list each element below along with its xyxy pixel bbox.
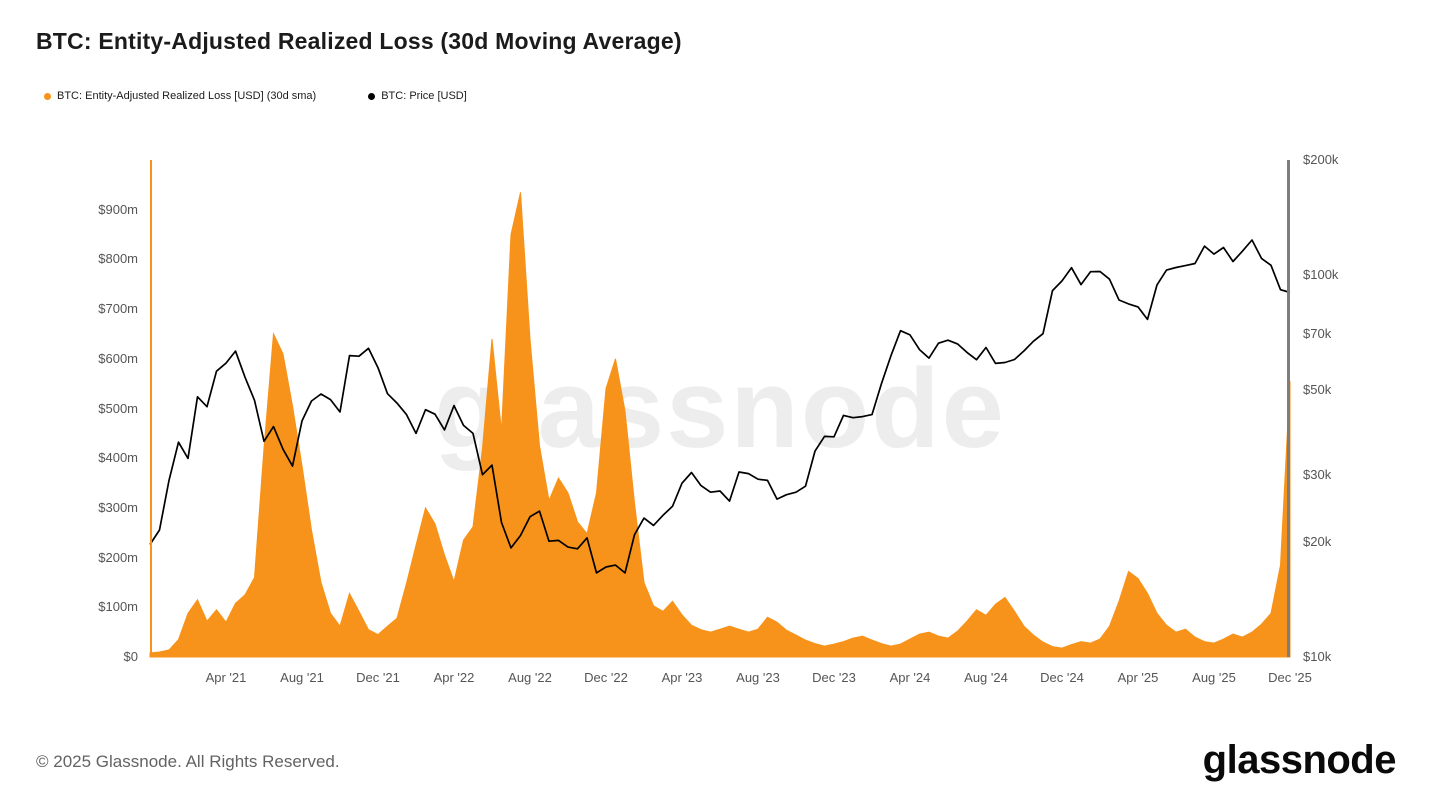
x-tick-52: Apr '25 [1117, 670, 1159, 685]
left-tick-900: $900m [98, 201, 138, 217]
left-tick-500: $500m [98, 400, 138, 416]
right-tick-10000: $10k [1303, 649, 1332, 664]
chart-title: BTC: Entity-Adjusted Realized Loss (30d … [36, 28, 682, 54]
x-tick-36: Dec '23 [812, 670, 856, 685]
x-tick-32: Aug '23 [736, 670, 780, 685]
x-tick-60: Dec '25 [1268, 670, 1312, 685]
left-tick-800: $800m [98, 251, 138, 267]
x-tick-28: Apr '23 [661, 670, 703, 685]
left-tick-700: $700m [98, 301, 138, 317]
chart-legend: BTC: Entity-Adjusted Realized Loss [USD]… [44, 90, 519, 102]
left-tick-400: $400m [98, 450, 138, 466]
x-tick-48: Dec '24 [1040, 670, 1084, 685]
copyright-text: © 2025 Glassnode. All Rights Reserved. [36, 752, 340, 771]
x-tick-16: Apr '22 [433, 670, 475, 685]
price-line-series [149, 239, 1291, 574]
x-tick-56: Aug '25 [1192, 670, 1236, 685]
right-tick-200000: $200k [1303, 152, 1339, 167]
chart-plot-area[interactable] [149, 160, 1291, 658]
x-tick-20: Aug '22 [508, 670, 552, 685]
x-tick-12: Dec '21 [356, 670, 400, 685]
left-tick-300: $300m [98, 499, 138, 515]
x-tick-44: Aug '24 [964, 670, 1008, 685]
loss-area-series [149, 192, 1291, 658]
x-tick-4: Apr '21 [205, 670, 247, 685]
left-tick-0: $0 [123, 649, 138, 664]
glassnode-logo: glassnode [1202, 738, 1397, 782]
right-tick-50000: $50k [1303, 381, 1332, 397]
legend-dot-icon [44, 92, 51, 100]
left-tick-200: $200m [98, 549, 138, 565]
legend-label: BTC: Entity-Adjusted Realized Loss [USD]… [57, 90, 317, 102]
legend-item-price[interactable]: BTC: Price [USD] [368, 90, 467, 102]
legend-label: BTC: Price [USD] [381, 90, 467, 102]
x-tick-8: Aug '21 [280, 670, 324, 685]
left-tick-100: $100m [98, 599, 138, 615]
right-tick-20000: $20k [1303, 534, 1332, 549]
right-tick-100000: $100k [1303, 266, 1339, 282]
left-tick-600: $600m [98, 350, 138, 366]
legend-dot-icon [368, 92, 376, 100]
right-tick-70000: $70k [1303, 326, 1332, 342]
x-tick-24: Dec '22 [584, 670, 628, 685]
x-tick-40: Apr '24 [889, 670, 931, 685]
right-tick-30000: $30k [1303, 466, 1332, 482]
legend-item-realized-loss[interactable]: BTC: Entity-Adjusted Realized Loss [USD]… [44, 90, 316, 102]
